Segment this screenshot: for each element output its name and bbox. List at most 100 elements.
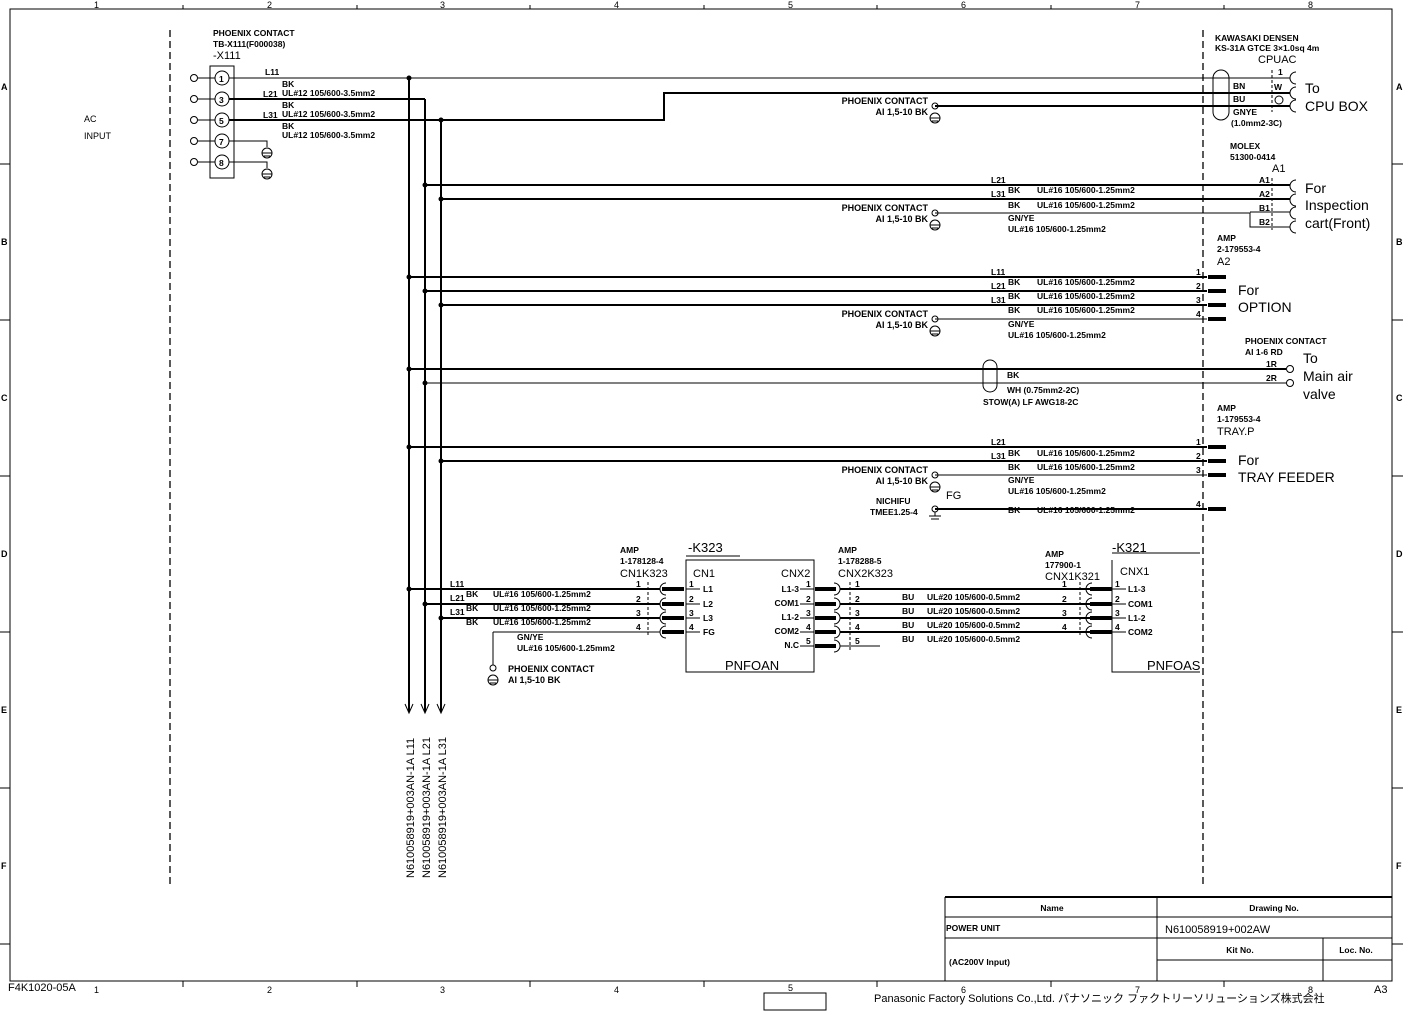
k323-unit-stroke: [409, 588, 660, 619]
l21-label: L21: [263, 89, 278, 99]
amp-part: 2-179553-4: [1217, 244, 1261, 254]
ground-symbols-stroke: [930, 117, 940, 122]
tray-feeder-connector: AMP 1-179553-4 TRAY.P 1 2 3 4 For TRAY F…: [409, 403, 1335, 517]
bus-lines-stroke: [438, 117, 444, 123]
cpu-box-connector-stroke: [1212, 69, 1230, 121]
phoenix-maker: PHOENIX CONTACT: [842, 309, 929, 319]
pin-num: 1: [855, 579, 860, 589]
bk-label: BK: [1008, 305, 1021, 315]
bu-label: BU: [902, 634, 914, 644]
title-block-stroke: [944, 896, 1393, 981]
col-7-bottom: 7: [1135, 985, 1140, 995]
row-d: D: [1, 549, 8, 559]
cnx2-cnx1-harness-stroke: [849, 582, 1081, 652]
gnye-label: GN/YE: [517, 632, 544, 642]
phoenix-part: AI 1-6 RD: [1245, 347, 1283, 357]
bk-label: BK: [1008, 291, 1021, 301]
gnye-label: GN/YE: [1008, 213, 1035, 223]
terminal-block-x111-stroke: [190, 116, 198, 124]
amp-part: 177900-1: [1045, 560, 1081, 570]
cnx2-cnx1-harness-stroke: [815, 587, 836, 648]
terminal-block-x111-stroke: [190, 74, 198, 82]
col-1: 1: [94, 0, 99, 10]
input-label: INPUT: [84, 131, 112, 141]
inspection-cart-connector-stroke: [425, 184, 1290, 200]
pin-5: 5: [219, 116, 224, 126]
pin-7: 7: [219, 137, 224, 147]
row-c: C: [1, 393, 8, 403]
nichifu-part: TMEE1.25-4: [870, 507, 918, 517]
bk-label: BK: [282, 100, 295, 110]
pin-num: 2: [1115, 594, 1120, 604]
col-7: 7: [1135, 0, 1140, 10]
bus-lines-stroke: [406, 75, 412, 81]
wire-spec: UL#16 105/600-1.25mm2: [1037, 448, 1135, 458]
ac-label: AC: [84, 114, 97, 124]
drawing-number: N610058919+002AW: [1165, 924, 1271, 936]
wire-spec: UL#16 105/600-1.25mm2: [493, 617, 591, 627]
pin-2: 2: [1196, 451, 1201, 461]
wh-label: WH (0.75mm2-2C): [1007, 385, 1079, 395]
cn1-label: CN1: [693, 568, 715, 580]
bk-label: BK: [1008, 200, 1021, 210]
pin-w: W: [1274, 82, 1283, 92]
terminal-part: TB-X111(F000038): [213, 39, 285, 49]
k321-unit-stroke: [1090, 587, 1112, 634]
loc-no-header: Loc. No.: [1339, 945, 1373, 955]
wire-spec: UL#16 105/600-1.25mm2: [1037, 305, 1135, 315]
drawing-subtitle: (AC200V Input): [949, 957, 1010, 967]
cnx2-pin: L1-3: [782, 584, 800, 594]
terminal-block-x111-stroke: [262, 173, 272, 178]
k323-unit-stroke: [800, 588, 814, 647]
l11-label: L11: [450, 579, 464, 589]
pin-3: 3: [1196, 465, 1201, 475]
dest-cpu-box: CPU BOX: [1305, 98, 1369, 114]
k321-unit-stroke: [1085, 582, 1093, 639]
gnye-label: GN/YE: [1008, 475, 1035, 485]
bus-ref-l11: N610058919+003AN-1A L11: [405, 738, 417, 878]
cable-size: (1.0mm2-3C): [1231, 118, 1282, 128]
pin-3: 3: [219, 95, 224, 105]
wire-spec: UL#16 105/600-1.25mm2: [1008, 486, 1106, 496]
bu-label: BU: [902, 606, 914, 616]
pin-num: 3: [806, 608, 811, 618]
l21-label: L21: [450, 593, 465, 603]
terminal-ref: -X111: [213, 50, 241, 62]
pin-num: 2: [689, 594, 694, 604]
l21-label: L21: [991, 281, 1006, 291]
cnx2-cnx1-harness-stroke: [840, 588, 1090, 633]
wire-spec: UL#16 105/600-1.25mm2: [1037, 462, 1135, 472]
terminal-block-x111-stroke: [190, 158, 198, 166]
terminal-block-x111-stroke: [209, 65, 235, 179]
option-connector-stroke: [409, 276, 1207, 306]
col-4: 4: [614, 0, 619, 10]
col-8: 8: [1308, 0, 1313, 10]
phoenix-part: AI 1,5-10 BK: [508, 675, 561, 685]
k323-unit-stroke: [662, 587, 684, 634]
bus-lines: N610058919+003AN-1A L11 N610058919+003AN…: [404, 75, 449, 878]
company-footer: Panasonic Factory Solutions Co.,Ltd. パナソ…: [874, 991, 1325, 1005]
cpu-box-connector: KAWASAKI DENSEN KS-31A GTCE 3×1.0sq 4m C…: [1212, 33, 1369, 128]
pnfoan-label: PNFOAN: [725, 658, 779, 673]
col-6-bottom: 6: [961, 985, 966, 995]
k321-unit-stroke: [1112, 588, 1126, 633]
pin-1: 1: [1278, 67, 1283, 77]
bk-label: BK: [1008, 185, 1021, 195]
col-3-bottom: 3: [440, 985, 445, 995]
pin-3: 3: [1196, 295, 1201, 305]
row-e-right: E: [1396, 705, 1402, 715]
air-valve-connector-stroke: [1286, 379, 1294, 387]
col-2-bottom: 2: [267, 985, 272, 995]
pin-num: 1: [1062, 579, 1067, 589]
cnx1-pin: L1-3: [1128, 584, 1146, 594]
pin-num: 2: [1062, 594, 1067, 604]
pin-1: 1: [1196, 437, 1201, 447]
air-valve-connector-stroke: [982, 359, 998, 393]
phoenix-maker: PHOENIX CONTACT: [842, 465, 929, 475]
row-f: F: [1, 861, 7, 871]
bk-label: BK: [1008, 448, 1021, 458]
cnx2-pin: N.C: [784, 640, 799, 650]
column-markers: 1 2 3 4 5 6 7 8 1 2 3 4 5 6 7 8: [94, 0, 1313, 995]
pin-num: 1: [1115, 579, 1120, 589]
pin-num: 3: [1062, 608, 1067, 618]
